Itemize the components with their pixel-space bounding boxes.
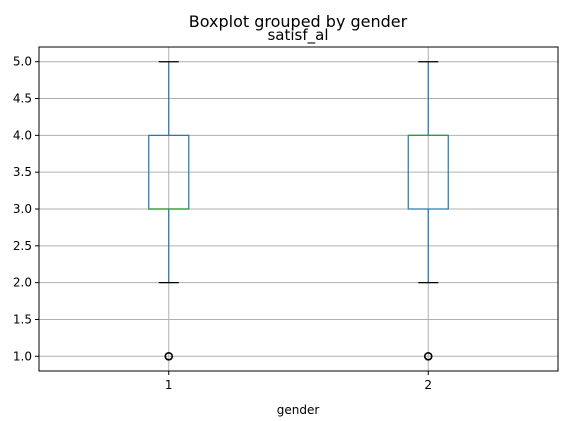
outlier-point — [164, 351, 174, 361]
y-tick-label: 2.0 — [13, 276, 32, 290]
y-tick-label: 3.5 — [13, 165, 32, 179]
y-tick-label: 4.0 — [13, 128, 32, 142]
x-tick-label: 1 — [165, 378, 173, 392]
y-tick-label: 2.5 — [13, 239, 32, 253]
y-tick-label: 3.0 — [13, 202, 32, 216]
box-layer — [148, 61, 449, 361]
chart-suptitle: Boxplot grouped by gender — [189, 12, 408, 31]
box-group-2 — [407, 61, 449, 361]
x-tick-label: 2 — [424, 378, 432, 392]
y-tick-label: 1.0 — [13, 349, 32, 363]
box-group-1 — [148, 61, 190, 361]
y-tick-label: 4.5 — [13, 92, 32, 106]
outlier-point — [423, 351, 433, 361]
grid-layer — [39, 47, 558, 371]
tick-layer: 1.0 1.5 2.0 2.5 3.0 3.5 4.0 4.5 5.0 1 2 — [13, 55, 432, 392]
y-tick-label: 1.5 — [13, 312, 32, 326]
chart-title: satisf_al — [267, 26, 328, 45]
x-axis-label: gender — [277, 403, 320, 417]
y-tick-label: 5.0 — [13, 55, 32, 69]
